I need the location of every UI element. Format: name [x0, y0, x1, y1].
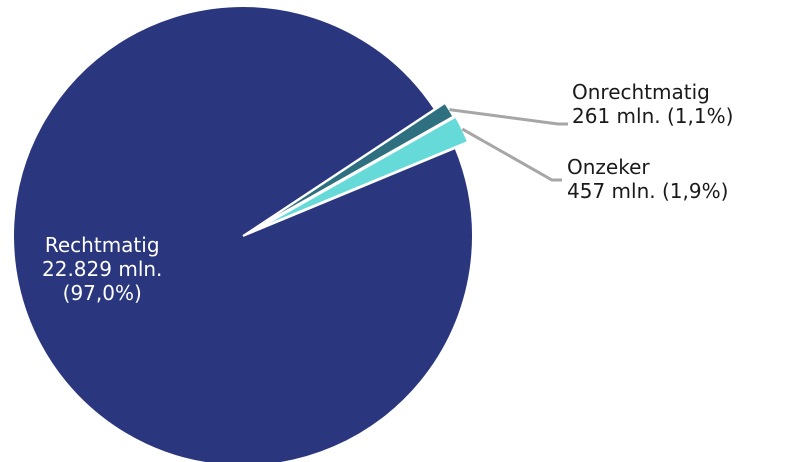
slice-percent-onzeker: (1,9%) [661, 179, 729, 203]
slice-label-onrechtmatig: Onrechtmatig 261 mln. (1,1%) [572, 80, 733, 128]
pie-slices [12, 5, 474, 462]
slice-value-onzeker: 457 mln. [567, 179, 656, 203]
slice-percent-onrechtmatig: (1,1%) [666, 104, 734, 128]
slice-name-onrechtmatig: Onrechtmatig [572, 80, 710, 104]
slice-value-rechtmatig: 22.829 mln. [42, 257, 163, 281]
slice-name-rechtmatig: Rechtmatig [44, 233, 160, 257]
pie-slice-rechtmatig [12, 5, 474, 462]
slice-label-onzeker: Onzeker 457 mln. (1,9%) [567, 155, 728, 203]
slice-value-onrechtmatig: 261 mln. [572, 104, 661, 128]
pie-slice-onrechtmatig [252, 101, 455, 231]
leader-line-onrechtmatig [449, 108, 568, 126]
leader-lines [449, 108, 568, 182]
slice-name-onzeker: Onzeker [567, 155, 650, 179]
leader-line-onzeker [461, 127, 562, 182]
slice-label-rechtmatig: Rechtmatig 22.829 mln. (97,0%) [42, 233, 162, 305]
slice-percent-rechtmatig: (97,0%) [62, 281, 142, 305]
